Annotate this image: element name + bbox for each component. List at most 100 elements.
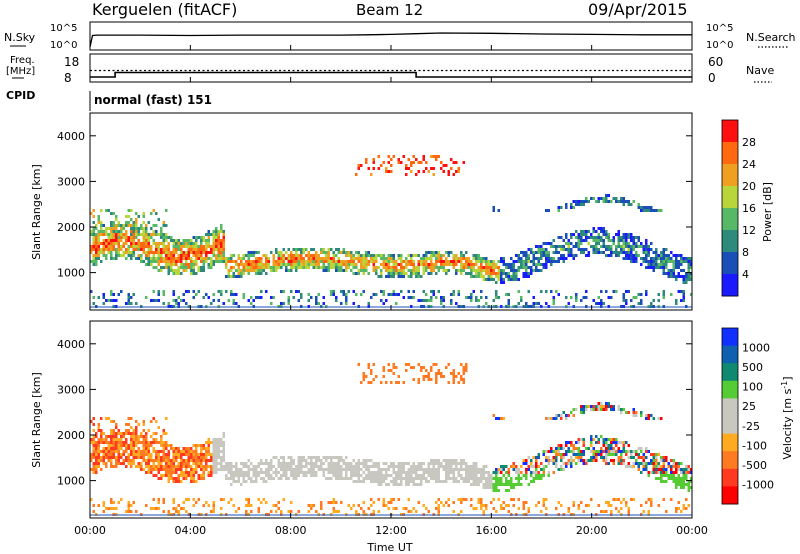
velocity-cell (220, 450, 223, 453)
power-cell (110, 212, 113, 215)
velocity-cell (223, 453, 226, 456)
velocity-cell (398, 477, 401, 480)
velocity-cell (470, 483, 473, 486)
velocity-cell (393, 498, 396, 501)
power-cell (110, 239, 113, 242)
power-cell (610, 254, 613, 257)
power-cell (430, 167, 433, 170)
velocity-cell (203, 465, 206, 468)
velocity-cell (353, 468, 356, 471)
power-cell (635, 251, 638, 254)
velocity-cell (138, 423, 141, 426)
power-cell (158, 290, 161, 293)
velocity-colorbar-swatch (722, 486, 738, 504)
power-cell (220, 245, 223, 248)
velocity-cell (220, 456, 223, 459)
power-cell (290, 251, 293, 254)
power-cell (130, 227, 133, 230)
power-cell (100, 230, 103, 233)
velocity-cell (628, 411, 631, 414)
velocity-cell (588, 405, 591, 408)
velocity-cell (373, 510, 376, 513)
power-cell (95, 239, 98, 242)
velocity-cell (163, 450, 166, 453)
power-cell (608, 245, 611, 248)
power-cell (378, 155, 381, 158)
power-cell (400, 254, 403, 257)
velocity-cell (670, 498, 673, 501)
velocity-cell (145, 447, 148, 450)
power-cell (490, 263, 493, 266)
velocity-cell (163, 498, 166, 501)
power-cell (565, 257, 568, 260)
velocity-cell (115, 444, 118, 447)
velocity-cell (408, 480, 411, 483)
power-cell (360, 269, 363, 272)
velocity-cell (185, 462, 188, 465)
power-cell (538, 251, 541, 254)
power-cell (618, 245, 621, 248)
velocity-cell (178, 450, 181, 453)
velocity-cell (213, 459, 216, 462)
power-cell (115, 257, 118, 260)
velocity-cell (370, 369, 373, 372)
velocity-cell (678, 468, 681, 471)
power-cell (475, 299, 478, 302)
velocity-cell (453, 468, 456, 471)
power-cell (368, 254, 371, 257)
velocity-cell (153, 417, 156, 420)
power-cell (503, 257, 506, 260)
velocity-cell (238, 474, 241, 477)
velocity-cell (450, 471, 453, 474)
velocity-cell (365, 459, 368, 462)
velocity-cell (178, 510, 181, 513)
power-cell (158, 254, 161, 257)
power-cell (193, 236, 196, 239)
velocity-cell (233, 480, 236, 483)
velocity-cell (340, 468, 343, 471)
velocity-cell (678, 474, 681, 477)
velocity-cell (445, 459, 448, 462)
power-cell (478, 275, 481, 278)
velocity-cell (223, 447, 226, 450)
power-cell (420, 161, 423, 164)
velocity-cell (193, 450, 196, 453)
power-cell (93, 296, 96, 299)
power-cell (128, 224, 131, 227)
power-cell (115, 248, 118, 251)
power-cell (120, 254, 123, 257)
velocity-cell (640, 471, 643, 474)
power-cell (625, 242, 628, 245)
power-y-axis-label: Slant Range [km] (30, 164, 43, 260)
velocity-cell (533, 456, 536, 459)
power-cell (143, 236, 146, 239)
velocity-cell (615, 453, 618, 456)
cpid-value: normal (fast) 151 (94, 93, 212, 107)
velocity-cell (610, 405, 613, 408)
power-cell (205, 248, 208, 251)
power-cell (478, 299, 481, 302)
velocity-cell (663, 462, 666, 465)
velocity-cell (523, 459, 526, 462)
power-cell (583, 296, 586, 299)
power-cell (448, 170, 451, 173)
velocity-cell (455, 459, 458, 462)
power-cell (593, 230, 596, 233)
velocity-cell (388, 501, 391, 504)
power-cell (673, 269, 676, 272)
power-cell (598, 227, 601, 230)
power-cell (388, 161, 391, 164)
velocity-cell (133, 501, 136, 504)
power-cell (248, 266, 251, 269)
power-cell (663, 251, 666, 254)
power-cell (363, 263, 366, 266)
velocity-cell (603, 438, 606, 441)
velocity-cell (650, 501, 653, 504)
power-cell (610, 251, 613, 254)
power-cell (583, 233, 586, 236)
power-cell (400, 269, 403, 272)
velocity-cell (118, 459, 121, 462)
power-cell (110, 299, 113, 302)
power-cell (525, 260, 528, 263)
power-cell (213, 239, 216, 242)
